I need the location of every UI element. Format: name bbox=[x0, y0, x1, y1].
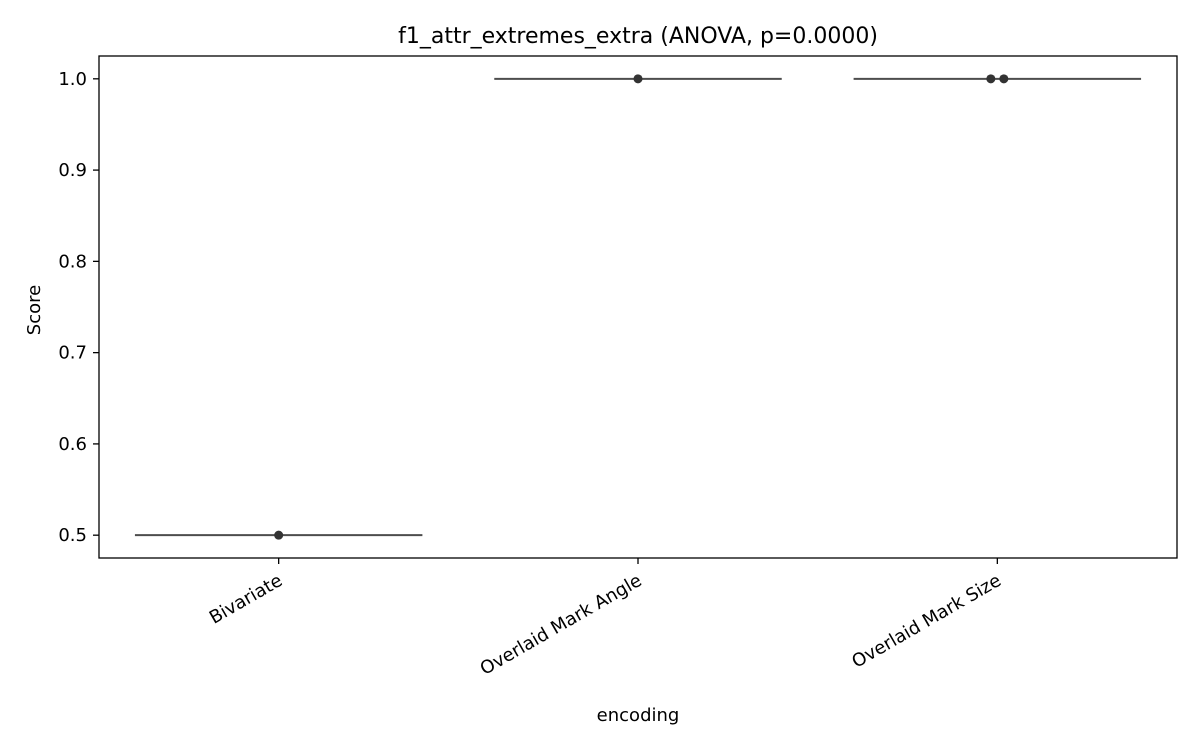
data-point bbox=[986, 74, 996, 84]
box-2 bbox=[494, 74, 782, 84]
x-tick-label: Bivariate bbox=[206, 570, 286, 628]
data-point bbox=[274, 530, 284, 540]
y-tick-label: 0.6 bbox=[58, 434, 87, 455]
chart-title: f1_attr_extremes_extra (ANOVA, p=0.0000) bbox=[398, 24, 878, 49]
box-series bbox=[134, 74, 1142, 540]
y-axis-label: Score bbox=[24, 285, 45, 335]
y-tick-label: 0.9 bbox=[58, 160, 87, 181]
y-axis: 0.5 0.6 0.7 0.8 0.9 1.0 bbox=[58, 69, 99, 546]
x-tick-label: Overlaid Mark Size bbox=[848, 570, 1004, 672]
x-axis-label: encoding bbox=[597, 705, 680, 726]
y-tick-label: 0.5 bbox=[58, 525, 87, 546]
y-tick-label: 0.7 bbox=[58, 343, 87, 364]
data-point bbox=[999, 74, 1009, 84]
y-tick-label: 1.0 bbox=[58, 69, 87, 90]
plot-area bbox=[98, 55, 1178, 559]
data-point bbox=[633, 74, 643, 84]
box-3 bbox=[853, 74, 1142, 84]
y-tick-label: 0.8 bbox=[58, 251, 87, 272]
x-tick-label: Overlaid Mark Angle bbox=[477, 570, 646, 680]
x-axis: Bivariate Overlaid Mark Angle Overlaid Mar… bbox=[206, 558, 1005, 680]
box-1 bbox=[134, 530, 423, 540]
